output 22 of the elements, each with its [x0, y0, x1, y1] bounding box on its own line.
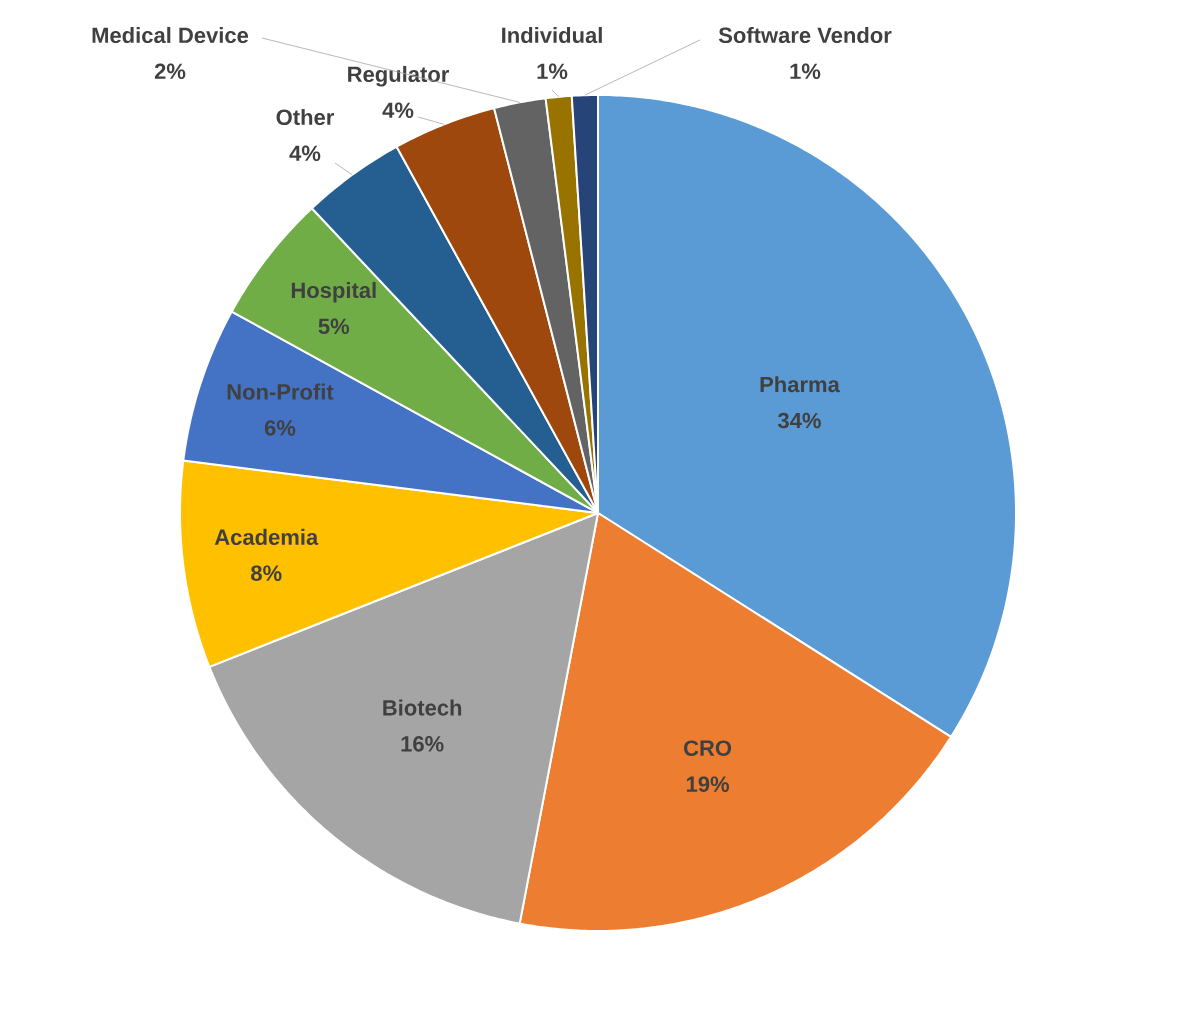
- data-label: 2%: [154, 63, 186, 80]
- slice-label: Non-Profit: [227, 383, 334, 400]
- data-label: 6%: [264, 420, 296, 436]
- slice-label: Regulator: [348, 65, 450, 87]
- data-label: 19%: [686, 776, 730, 792]
- slice-label: CRO: [684, 740, 732, 756]
- data-label: 4%: [289, 145, 321, 162]
- data-label: 16%: [401, 736, 444, 752]
- slice-label: Hospital: [291, 281, 376, 303]
- slice-label: Academia: [214, 528, 319, 545]
- data-label: 4%: [382, 102, 414, 119]
- slice-label: Software Vendor: [718, 26, 892, 44]
- slice-label: Pharma: [760, 376, 840, 393]
- slice-label: Other: [276, 108, 335, 126]
- data-label: 1%: [537, 63, 568, 80]
- data-label: 1%: [790, 63, 821, 80]
- slice-label: Individual: [502, 26, 602, 44]
- data-label: 34%: [777, 412, 821, 429]
- slice-label: Biotech: [383, 699, 462, 716]
- data-label: 5%: [318, 318, 350, 335]
- data-label: 8%: [251, 565, 282, 581]
- slice-label: Medical Device: [92, 26, 249, 44]
